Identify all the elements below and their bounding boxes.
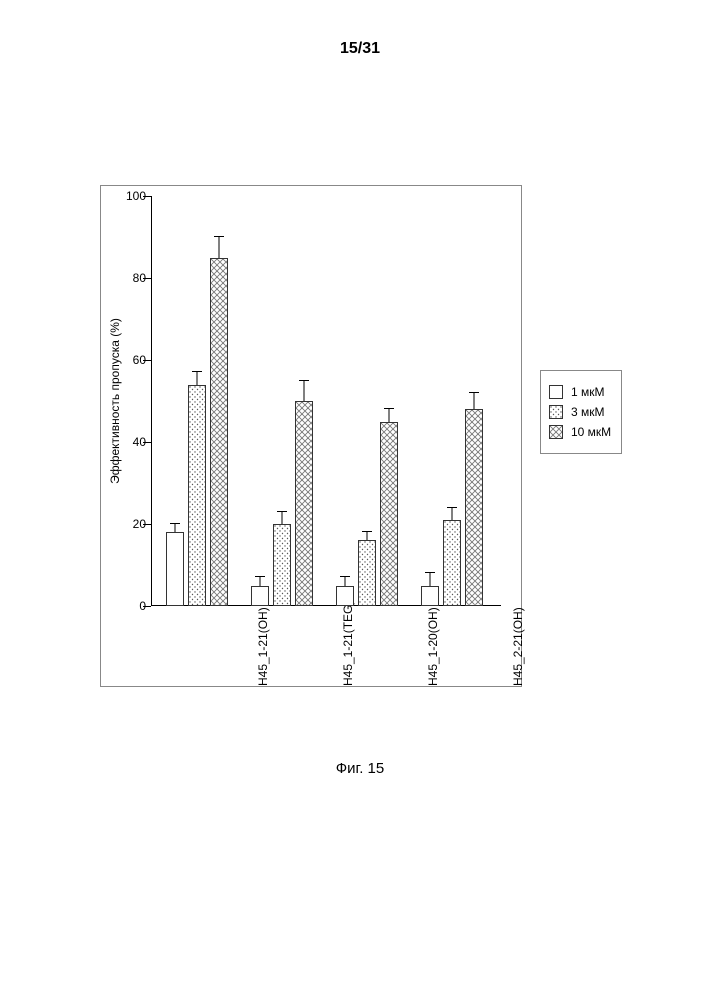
y-axis <box>151 196 152 606</box>
legend-swatch <box>549 385 563 399</box>
error-bar <box>304 381 305 402</box>
bar <box>210 258 228 607</box>
legend-item: 10 мкМ <box>549 425 611 439</box>
bar <box>336 586 354 607</box>
x-tick-label: H45_1-20(OH) <box>426 607 440 686</box>
legend-swatch <box>549 425 563 439</box>
bar <box>251 586 269 607</box>
error-bar <box>219 237 220 258</box>
error-cap <box>340 576 350 577</box>
page: 15/31 Эффективность пропуска (%) 0 20 40 60… <box>0 0 720 999</box>
bar <box>443 520 461 606</box>
x-tick-label: H45_1-21(OH) <box>256 607 270 686</box>
bar <box>380 422 398 607</box>
error-bar <box>367 532 368 540</box>
legend-item: 1 мкМ <box>549 385 611 399</box>
legend: 1 мкМ 3 мкМ 10 мкМ <box>540 370 622 454</box>
bar <box>358 540 376 606</box>
bar <box>188 385 206 606</box>
y-tick-label: 60 <box>106 353 146 367</box>
y-tick-label: 20 <box>106 517 146 531</box>
legend-label: 3 мкМ <box>571 405 605 419</box>
legend-label: 10 мкМ <box>571 425 611 439</box>
bar <box>166 532 184 606</box>
bar <box>273 524 291 606</box>
error-cap <box>469 392 479 393</box>
plot-area: Эффективность пропуска (%) 020406080100H… <box>151 196 501 606</box>
x-tick-label: H45_2-21(OH) <box>511 607 525 686</box>
legend-swatch <box>549 405 563 419</box>
error-bar <box>452 508 453 520</box>
y-tick-label: 100 <box>106 189 146 203</box>
error-bar <box>175 524 176 532</box>
error-bar <box>474 393 475 409</box>
legend-label: 1 мкМ <box>571 385 605 399</box>
error-bar <box>345 577 346 585</box>
bar <box>465 409 483 606</box>
bar <box>421 586 439 607</box>
error-cap <box>170 523 180 524</box>
y-tick-label: 0 <box>106 599 146 613</box>
bar <box>295 401 313 606</box>
y-axis-label: Эффективность пропуска (%) <box>108 318 122 484</box>
error-bar <box>197 372 198 384</box>
error-bar <box>389 409 390 421</box>
legend-item: 3 мкМ <box>549 405 611 419</box>
error-cap <box>425 572 435 573</box>
error-cap <box>192 371 202 372</box>
error-cap <box>447 507 457 508</box>
error-bar <box>282 512 283 524</box>
bar-chart: Эффективность пропуска (%) 0 20 40 60 80 100 H… <box>100 185 522 687</box>
x-tick-label: H45_1-21(TEG) <box>341 601 355 686</box>
error-cap <box>277 511 287 512</box>
error-bar <box>260 577 261 585</box>
y-tick-label: 80 <box>106 271 146 285</box>
error-cap <box>299 380 309 381</box>
error-bar <box>430 573 431 585</box>
error-cap <box>214 236 224 237</box>
error-cap <box>384 408 394 409</box>
error-cap <box>255 576 265 577</box>
error-cap <box>362 531 372 532</box>
y-tick-label: 40 <box>106 435 146 449</box>
figure-caption: Фиг. 15 <box>0 760 720 777</box>
page-number: 15/31 <box>0 40 720 58</box>
